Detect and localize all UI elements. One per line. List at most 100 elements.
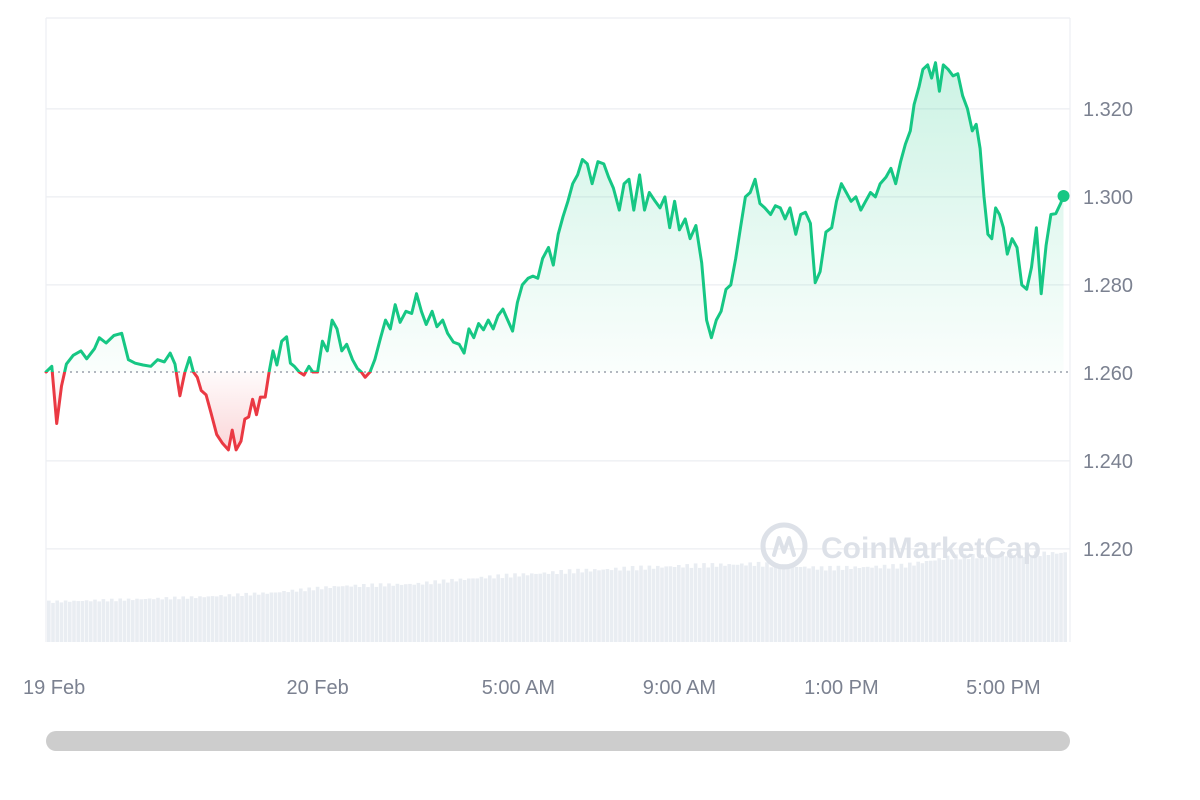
volume-bar [735,564,740,642]
x-tick-label: 20 Feb [286,677,348,699]
volume-bar [752,565,757,642]
volume-bar [689,567,694,642]
volume-bar [706,567,710,642]
volume-bar [996,555,1000,642]
volume-bar [189,596,194,642]
volume-bar [168,599,173,642]
volume-bar [248,595,253,642]
volume-bar [958,559,962,642]
volume-bar [714,566,719,642]
last-price-marker[interactable] [1057,190,1070,202]
volume-bar [945,555,950,642]
volume-bar [1021,557,1025,642]
volume-bar [593,569,597,642]
volume-bar [257,594,261,642]
volume-bar [1017,552,1021,642]
volume-bar [937,558,941,642]
volume-bar [899,563,904,642]
volume-bar [412,584,416,642]
volume-bar [391,585,395,642]
volume-bar [584,568,589,642]
volume-bar [933,560,937,642]
volume-bar [744,565,748,642]
area-above-baseline [46,62,1064,372]
volume-bar [68,601,72,642]
volume-bar [147,598,152,642]
volume-bar [572,573,576,642]
volume-bar [1059,552,1063,642]
price-line [44,61,1065,452]
volume-bar [811,566,815,642]
volume-bar [198,596,202,642]
volume-bar [597,570,601,642]
volume-bar [605,569,610,642]
volume-bar [341,586,345,642]
volume-bar [378,583,383,642]
volume-bar [395,583,400,642]
volume-bar [223,596,227,642]
volume-bar [966,559,971,642]
volume-bar [878,568,883,642]
volume-bar [929,560,933,642]
volume-bar [231,596,236,642]
volume-bar [639,565,643,642]
volume-bar [702,563,706,642]
volume-bar [353,584,358,642]
volume-bar [651,568,656,642]
volume-bar [807,568,811,642]
y-tick-label: 1.260 [1083,363,1133,385]
volume-bar [471,578,475,642]
volume-bar [446,582,450,642]
volume-bar [84,600,89,642]
volume-bar [408,583,412,642]
volume-bar [404,584,408,642]
y-tick-label: 1.300 [1083,187,1133,209]
volume-bar [143,599,148,642]
volume-bar [244,592,248,642]
volume-bar [588,571,593,642]
volume-bar [971,554,975,642]
volume-bar [798,567,803,642]
volume-bar [387,583,391,642]
volume-bar [849,569,853,642]
volume-bar [332,586,337,642]
volume-bar [504,573,509,642]
volume-bar [152,599,156,642]
volume-bar [769,567,773,642]
volume-bar [240,596,244,642]
volume-bar [614,567,618,642]
volume-bar [118,598,122,642]
volume-bar [181,596,185,642]
volume-bar [908,562,912,642]
volume-bar [210,596,215,642]
volume-bar [975,558,979,642]
volume-bar [55,600,59,642]
volume-bar [370,583,374,642]
volume-bar [887,568,891,642]
time-range-scrollbar[interactable] [46,731,1070,751]
volume-bar [664,566,668,642]
volume-bar [748,562,752,642]
volume-bar [1004,556,1009,642]
volume-bar [286,592,290,642]
volume-bar [320,589,324,642]
volume-bar [563,573,568,642]
volume-bar [282,591,286,642]
volume-bar [542,572,547,642]
volume-bar [139,599,143,642]
volume-bar [845,565,849,642]
volume-bar [76,601,80,642]
volume-bar [1046,555,1051,642]
volume-bar [315,586,320,642]
volume-bar [357,587,362,642]
volume-bar [219,595,223,642]
volume-bar [374,586,379,642]
volume-bar [383,586,387,642]
volume-bar [626,570,631,642]
volume-bar [765,562,769,642]
volume-bar [1013,556,1017,642]
y-tick-label: 1.220 [1083,539,1133,561]
volume-bar [467,578,471,642]
volume-bar [126,598,131,642]
volume-bar [635,570,639,642]
